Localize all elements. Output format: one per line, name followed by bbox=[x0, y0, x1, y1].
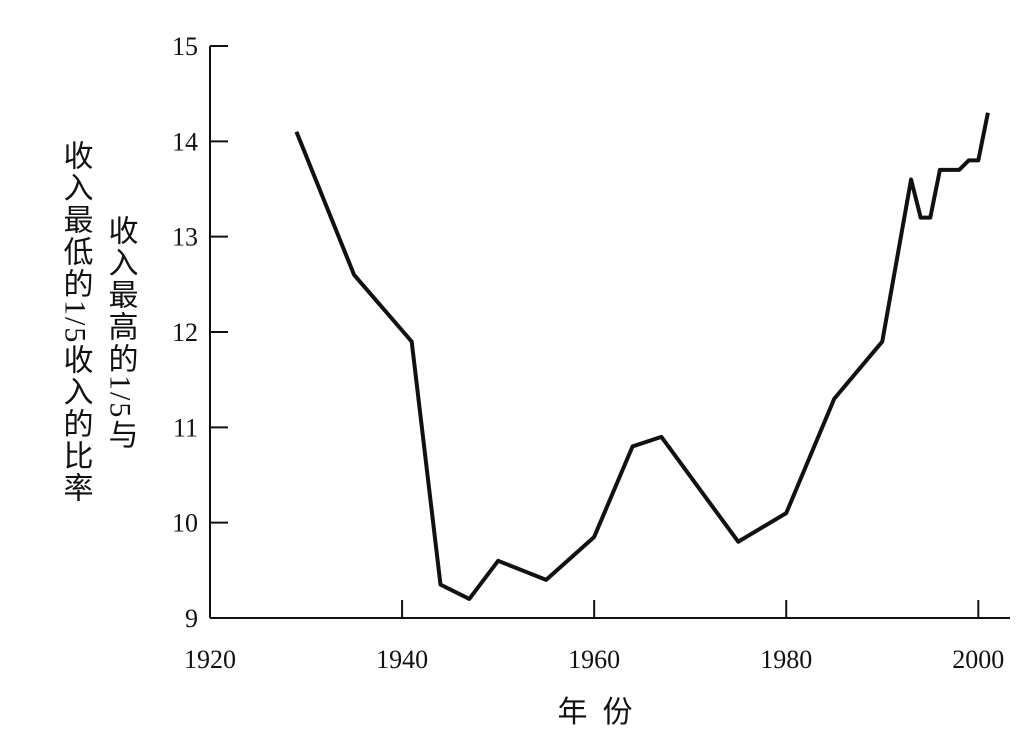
y-axis-label: 收入最低的1/5收入的比率 bbox=[59, 140, 94, 504]
y-tick-label: 10 bbox=[172, 509, 198, 538]
x-tick-label: 1940 bbox=[376, 645, 428, 674]
x-axis-label: 年 份 bbox=[558, 696, 633, 729]
y-tick-label: 11 bbox=[173, 413, 198, 442]
y-tick-label: 14 bbox=[172, 127, 198, 156]
y-tick-label: 15 bbox=[172, 32, 198, 61]
y-tick-label: 13 bbox=[172, 223, 198, 252]
x-tick-label: 1920 bbox=[184, 645, 236, 674]
x-tick-label: 2000 bbox=[952, 645, 1004, 674]
x-tick-label: 1980 bbox=[760, 645, 812, 674]
x-tick-label: 1960 bbox=[568, 645, 620, 674]
y-tick-label: 9 bbox=[185, 604, 198, 633]
y-tick-label: 12 bbox=[172, 318, 198, 347]
data-line bbox=[294, 112, 990, 601]
y-axis-label: 收入最高的1/5与 bbox=[104, 215, 138, 451]
